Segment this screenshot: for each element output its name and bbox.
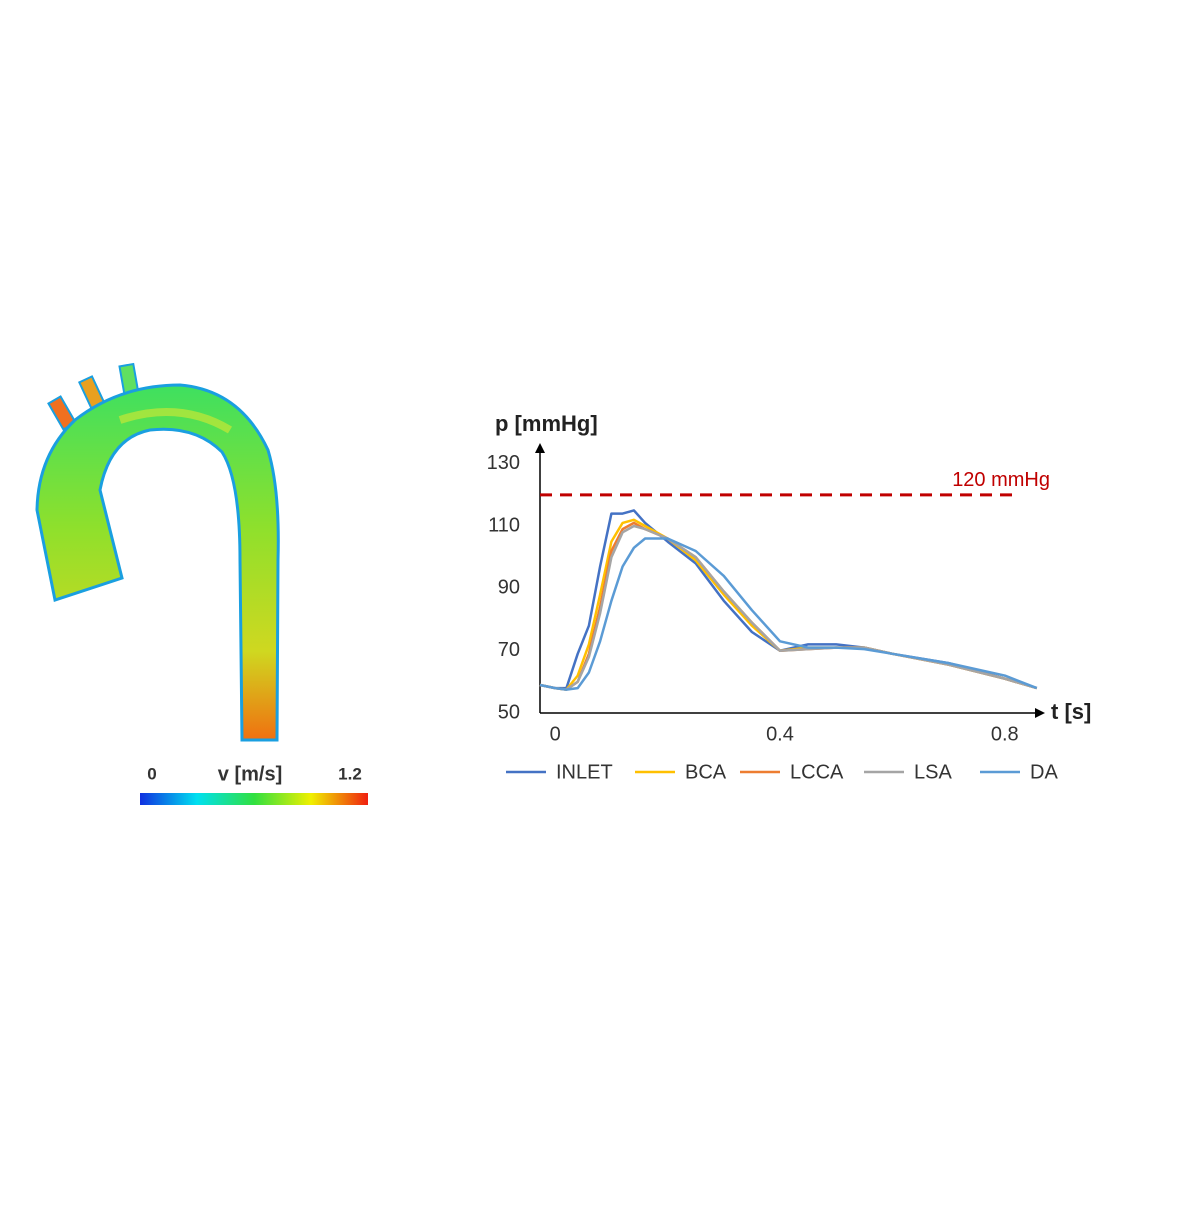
x-axis-arrow <box>1035 708 1045 718</box>
colorbar-max: 1.2 <box>338 764 362 783</box>
y-tick-label: 70 <box>498 639 520 661</box>
y-axis-arrow <box>535 443 545 453</box>
legend-label: DA <box>1030 761 1058 783</box>
y-tick-label: 90 <box>498 577 520 599</box>
colorbar-title: v [m/s] <box>218 763 282 785</box>
y-tick-label: 50 <box>498 701 520 723</box>
y-tick-label: 130 <box>487 452 520 474</box>
y-axis-label: p [mmHg] <box>495 411 598 436</box>
colorbar-min: 0 <box>147 764 156 783</box>
x-tick-label: 0.8 <box>991 723 1019 745</box>
line-chart: p [mmHg] t [s] 50 70 90 110 130 0 0.4 0.8 120 mmHg… <box>487 411 1092 783</box>
x-axis-label: t [s] <box>1051 699 1091 724</box>
series-line <box>539 537 1038 691</box>
legend-label: INLET <box>556 761 613 783</box>
legend-label: LCCA <box>790 761 844 783</box>
legend-label: BCA <box>685 761 727 783</box>
aorta-contour <box>35 362 280 742</box>
x-tick-label: 0 <box>550 723 561 745</box>
legend-label: LSA <box>914 761 952 783</box>
y-tick-label: 110 <box>488 514 520 536</box>
reference-label: 120 mmHg <box>952 469 1050 491</box>
colorbar <box>140 793 368 805</box>
x-tick-label: 0.4 <box>766 723 794 745</box>
